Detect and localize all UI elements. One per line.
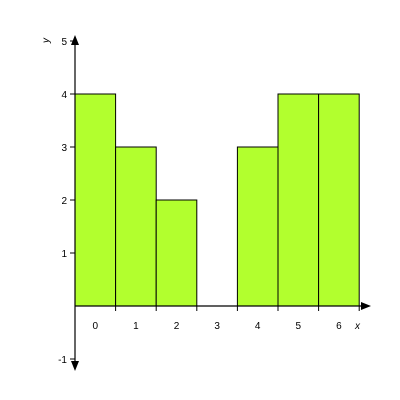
- bar-6: [318, 93, 360, 307]
- y-tick-label-2: 2: [61, 196, 67, 207]
- bars-group: [74, 93, 360, 307]
- y-axis-label: y: [41, 37, 52, 44]
- x-tick-label-6: 6: [336, 321, 342, 332]
- y-axis-arrow-down: [71, 361, 79, 371]
- x-axis-arrow: [361, 302, 371, 310]
- x-axis-label: x: [354, 321, 361, 332]
- y-tick-label-4: 4: [61, 90, 67, 101]
- x-tick-label-4: 4: [255, 321, 261, 332]
- x-tick-label-0: 0: [93, 321, 99, 332]
- bar-2: [155, 199, 198, 307]
- ticks-group: 0 1 2 3 4 5 6 -1 1 2 3 4 5: [58, 37, 360, 366]
- y-tick-label-3: 3: [61, 143, 67, 154]
- bar-1: [115, 146, 157, 307]
- bar-5: [277, 93, 320, 307]
- y-tick-label-5: 5: [61, 37, 67, 48]
- y-tick-label--1: -1: [58, 355, 67, 366]
- x-tick-label-1: 1: [133, 321, 139, 332]
- x-tick-label-2: 2: [174, 321, 180, 332]
- x-tick-label-5: 5: [296, 321, 302, 332]
- x-tick-label-3: 3: [214, 321, 220, 332]
- bar-4: [236, 146, 279, 307]
- bar-0: [74, 93, 117, 307]
- y-tick-label-1: 1: [61, 249, 67, 260]
- y-axis-arrow-up: [71, 35, 79, 45]
